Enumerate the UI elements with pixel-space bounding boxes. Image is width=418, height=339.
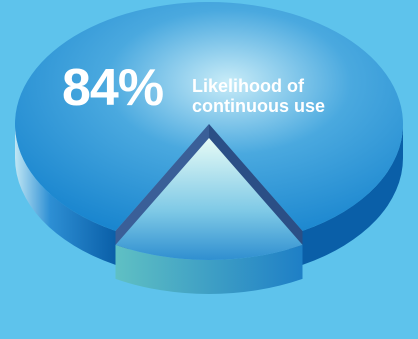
exploded-slice-rim	[115, 244, 303, 295]
slice-caption-line-2: continuous use	[192, 96, 326, 116]
exploded-slice-top	[115, 138, 303, 261]
main-slice-rim-right	[302, 124, 403, 265]
main-slice-top	[15, 2, 403, 231]
main-slice-rim-left	[14, 124, 116, 265]
slice-caption-line-1: Likelihood of	[192, 76, 304, 96]
percentage-value: 84%	[62, 59, 164, 117]
slice-caption: Likelihood of continuous use	[192, 76, 325, 116]
